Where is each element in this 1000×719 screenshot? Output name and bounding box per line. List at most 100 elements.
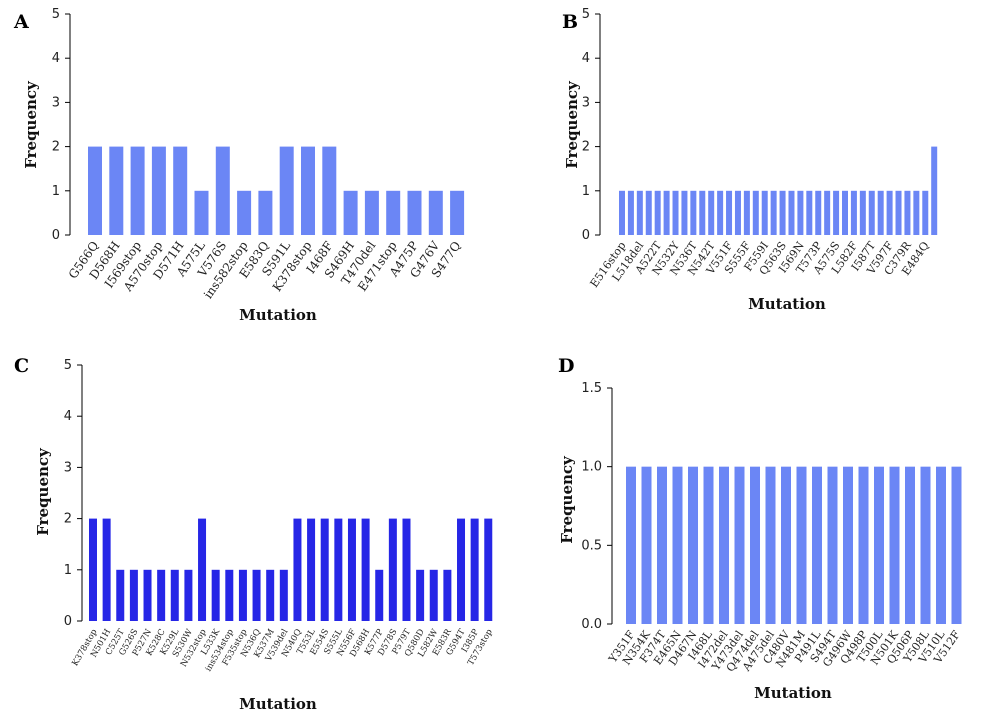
panel-a-ytick-label: 4	[52, 51, 60, 66]
panel-b-bar	[663, 190, 670, 235]
panel-c-bar	[143, 569, 152, 621]
panel-a-bar	[130, 146, 145, 235]
panel-c-bar	[443, 569, 452, 621]
panel-c-bar	[416, 569, 425, 621]
panel-b-bar	[681, 190, 688, 235]
panel-b-bar	[859, 190, 866, 235]
panel-a-ytick-label: 1	[52, 184, 60, 199]
panel-b-bar	[877, 190, 884, 235]
panel-c-ytick-label: 0	[64, 614, 72, 629]
panel-d-bar	[951, 466, 962, 624]
panel-d-bar	[657, 466, 667, 624]
panel-b-bar	[645, 190, 652, 235]
panel-c: C012345K378stopN501HC525TG526SP527NK528C…	[14, 355, 495, 713]
panel-c-bar	[170, 569, 179, 621]
panel-a-ytick-label: 5	[52, 7, 60, 22]
panel-d-bar	[765, 466, 776, 624]
panel-b-ytick-label: 0	[582, 228, 590, 243]
panel-d-bar	[641, 466, 652, 624]
panel-d-ylabel: Frequency	[558, 455, 576, 544]
panel-d-bar	[858, 466, 869, 624]
panel-c-bar	[157, 569, 166, 621]
panel-b-ytick-label: 2	[582, 140, 590, 155]
panel-c-bar	[347, 518, 356, 621]
panel-c-ytick-label: 3	[64, 460, 72, 475]
panel-d-ytick-label: 1.0	[581, 460, 602, 475]
panel-b-bar	[797, 190, 804, 235]
panel-c-bar	[266, 569, 275, 621]
panel-b-bar	[815, 190, 822, 235]
panel-c-ylabel: Frequency	[34, 447, 52, 536]
panel-c-bar	[429, 569, 438, 621]
panel-c-bar	[238, 569, 247, 621]
panel-b-bar	[931, 146, 938, 235]
panel-b-bar	[752, 190, 759, 235]
panel-c-bar	[388, 518, 397, 621]
panel-c-bar	[116, 569, 125, 621]
panel-a-bar	[173, 146, 188, 235]
panel-b-ytick-label: 4	[582, 51, 590, 66]
panel-d-bar	[672, 466, 683, 624]
panel-c-bar	[402, 518, 411, 621]
panel-c-bar	[102, 518, 111, 621]
panel-d-bar	[796, 466, 807, 624]
panel-b-bar	[619, 190, 625, 235]
panel-d-ytick-label: 0.5	[581, 538, 602, 553]
panel-d-bar	[781, 466, 791, 624]
panel-b-bar	[672, 190, 679, 235]
panel-d-ytick-label: 0.0	[581, 617, 602, 632]
panel-c-bar	[457, 518, 466, 621]
panel-b-bar	[699, 190, 706, 235]
panel-c-letter: C	[14, 355, 29, 377]
panel-a-bar	[343, 190, 358, 235]
panel-b-ytick-label: 3	[582, 95, 590, 110]
panel-c-xlabel: Mutation	[239, 695, 317, 713]
panel-b-bar	[824, 190, 831, 235]
panel-b-bar	[654, 190, 661, 235]
panel-c-bar	[89, 518, 97, 621]
panel-b-bar	[842, 190, 848, 235]
panel-b-bar	[734, 190, 741, 235]
panel-a-bar	[215, 146, 230, 235]
panel-c-bar	[198, 518, 207, 621]
panel-d-bar	[936, 466, 946, 624]
panel-d-bar	[812, 466, 822, 624]
panel-b-bar	[904, 190, 911, 235]
panel-b-bar	[770, 190, 777, 235]
panel-b-bar	[886, 190, 893, 235]
panel-b-ylabel: Frequency	[563, 80, 581, 169]
panel-c-bar	[211, 569, 220, 621]
panel-b-bar	[761, 190, 768, 235]
panel-a-bar	[258, 190, 273, 235]
panel-a-bar	[386, 190, 401, 235]
panel-b-bar	[708, 190, 715, 235]
panel-c-bar	[184, 569, 193, 621]
panel-d-xlabel: Mutation	[754, 684, 832, 702]
panel-b-bar	[690, 190, 697, 235]
panel-b-bar	[868, 190, 875, 235]
panel-b-bar	[726, 190, 733, 235]
panel-c-bar	[225, 569, 234, 621]
panel-b-ytick-label: 5	[582, 7, 590, 22]
panel-d-bar	[827, 466, 838, 624]
panel-d-bar	[905, 466, 915, 624]
panel-b-bar	[922, 190, 929, 235]
panel-b-bar	[627, 190, 634, 235]
panel-b-ytick-label: 1	[582, 184, 590, 199]
panel-a-ylabel: Frequency	[22, 80, 40, 169]
panel-b-bar	[788, 190, 795, 235]
panel-b-bar	[913, 190, 920, 235]
panel-c-bar	[334, 518, 343, 621]
panel-c-bar	[252, 569, 261, 621]
panel-b-bar	[779, 190, 786, 235]
panel-a-bar	[322, 146, 337, 235]
panel-c-bar	[279, 569, 288, 621]
panel-c-bar	[307, 518, 316, 621]
panel-c-ytick-label: 4	[64, 409, 72, 424]
panel-d-bar	[626, 466, 636, 624]
panel-a-bar	[301, 146, 315, 235]
panel-c-bar	[129, 569, 138, 621]
panel-b-bar	[636, 190, 643, 235]
panel-d-ytick-label: 1.5	[581, 381, 602, 396]
